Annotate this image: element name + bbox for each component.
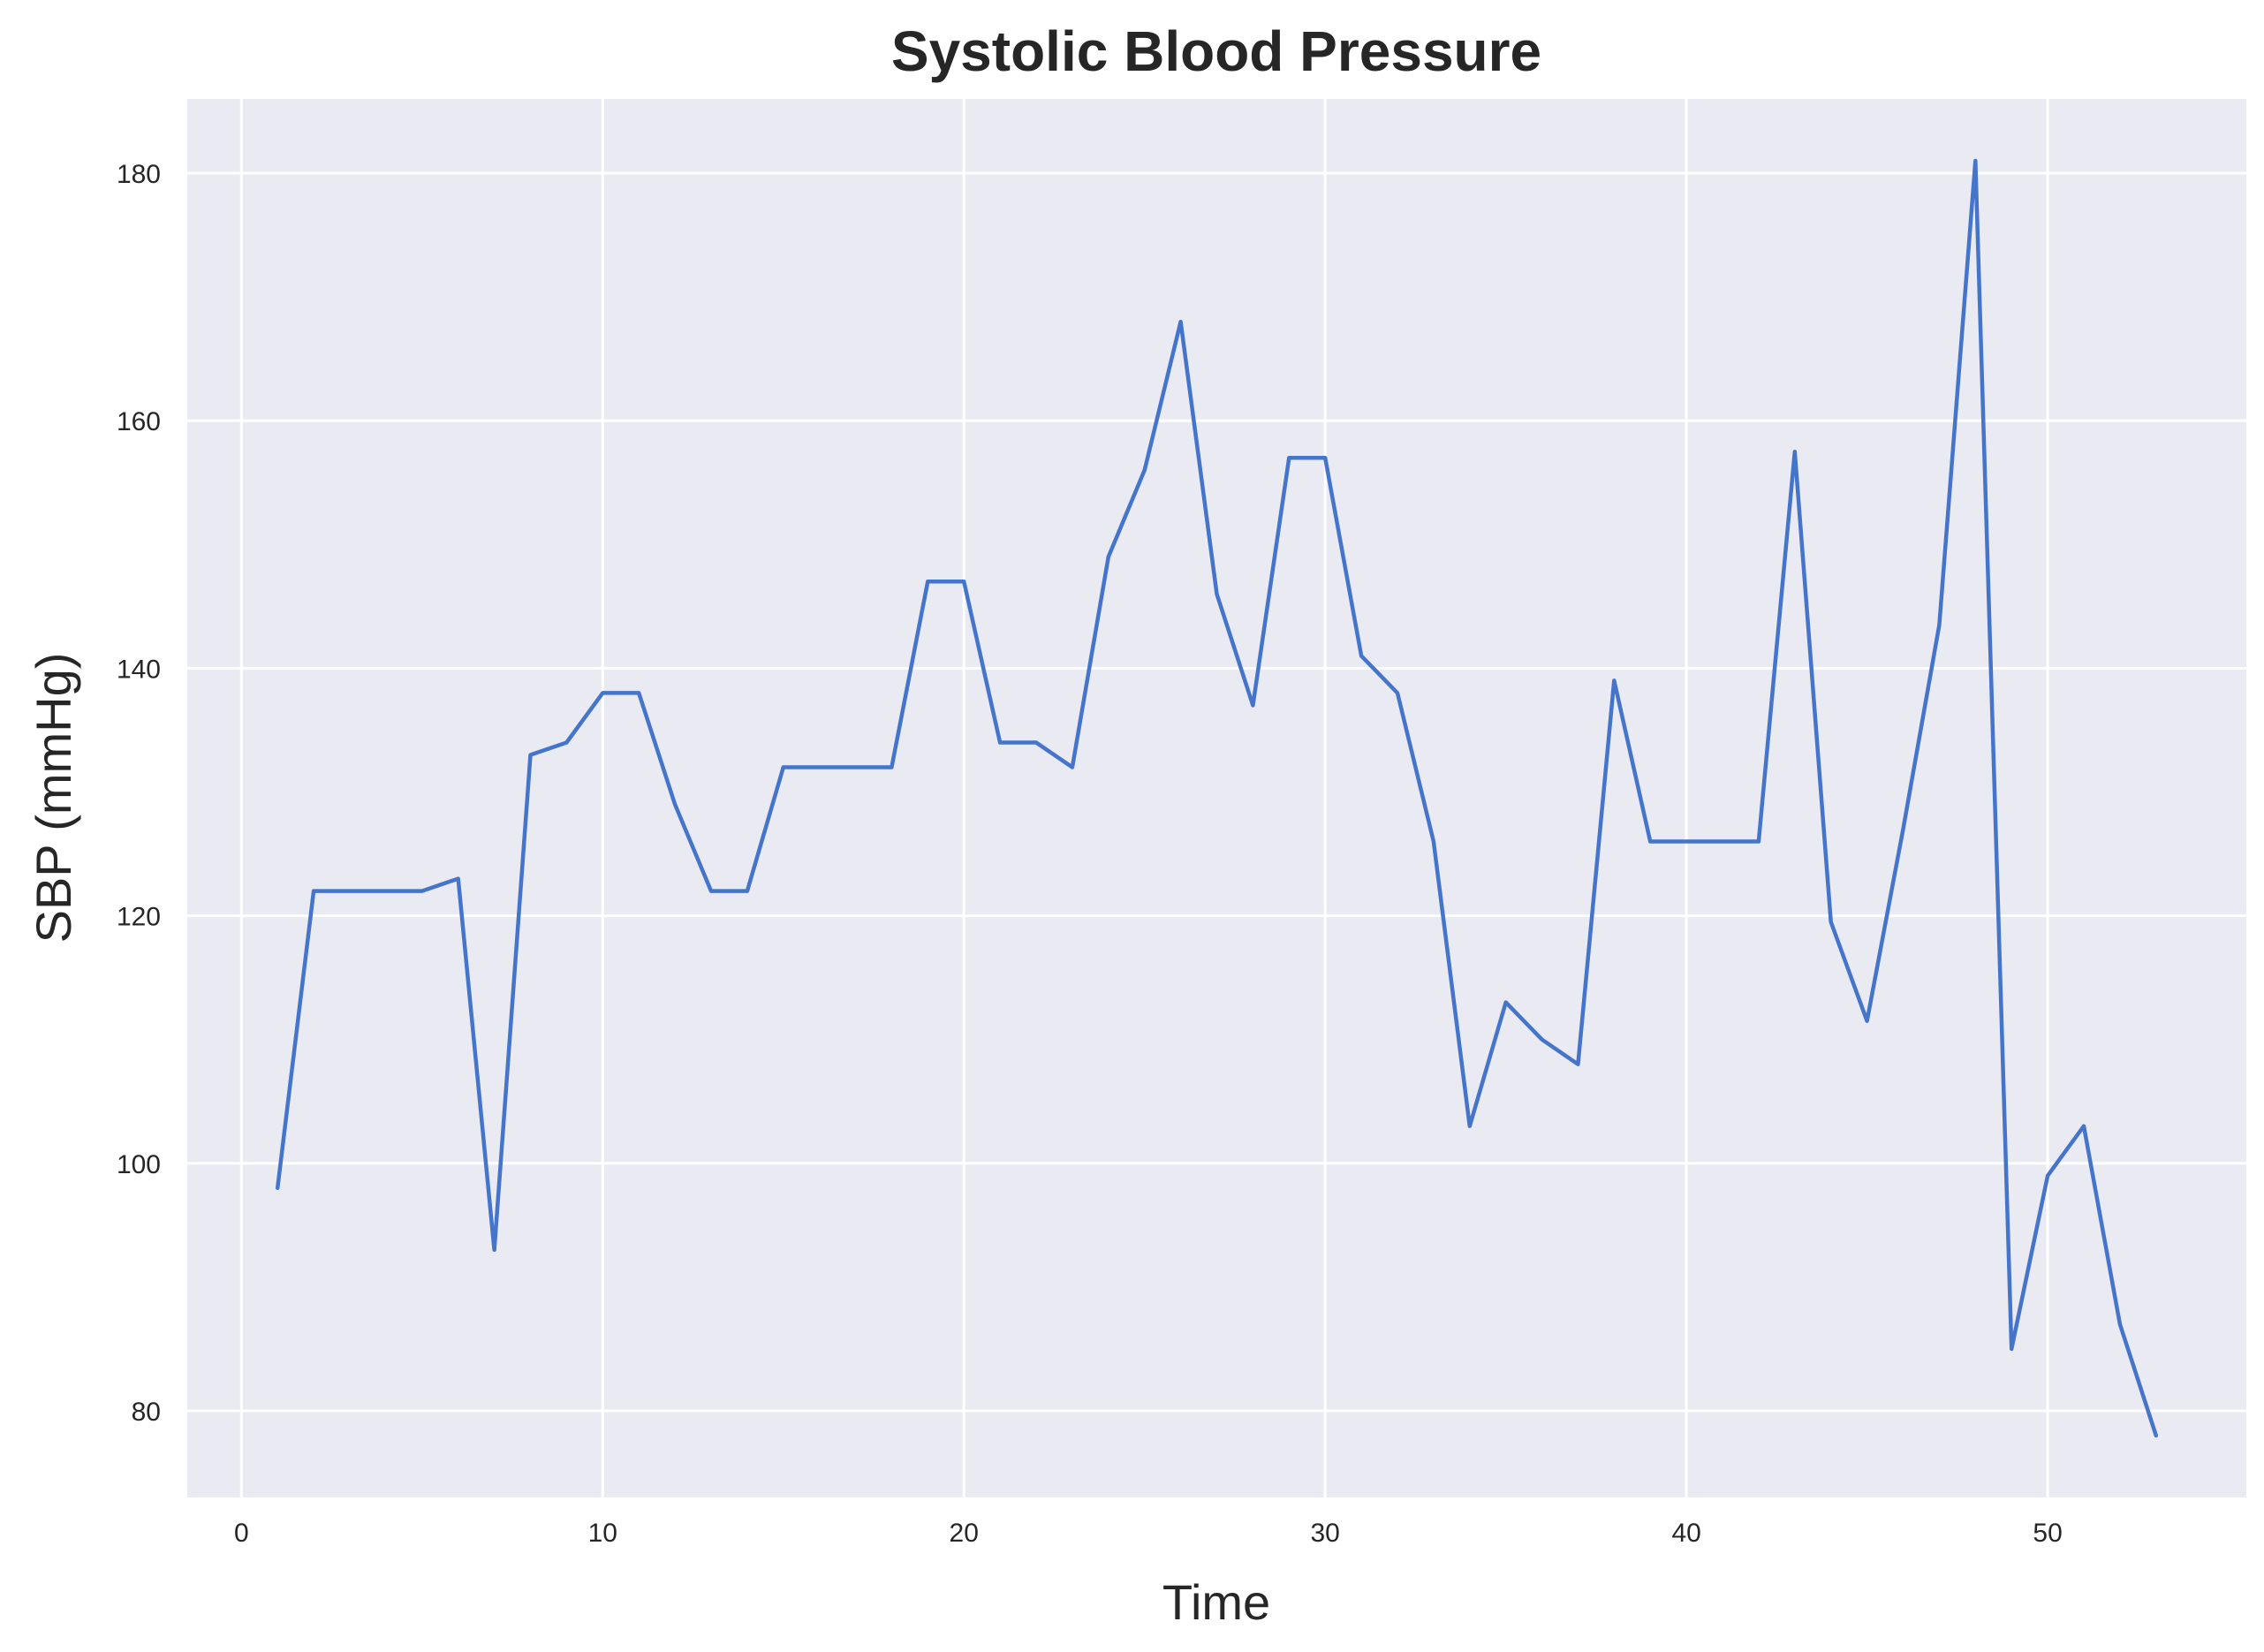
series-line-0 (275, 158, 2159, 1438)
y-tick-label: 120 (117, 903, 161, 932)
y-tick-label: 80 (132, 1398, 161, 1427)
plot-area (187, 99, 2246, 1497)
y-tick-label: 160 (117, 407, 161, 436)
y-axis-ticks: 80 100 120 140 160 180 (117, 160, 161, 1427)
y-tick-label: 100 (117, 1150, 161, 1179)
series-layer (275, 158, 2159, 1438)
y-tick-label: 180 (117, 160, 161, 189)
grid-lines (187, 99, 2246, 1497)
x-tick-label: 20 (950, 1519, 979, 1548)
x-tick-label: 40 (1671, 1519, 1700, 1548)
x-tick-label: 50 (2033, 1519, 2062, 1548)
x-axis-ticks: 0 10 20 30 40 50 (234, 1519, 2063, 1548)
y-axis-title: SBP (mmHg) (26, 653, 81, 943)
x-tick-label: 0 (234, 1519, 249, 1548)
y-tick-label: 140 (117, 655, 161, 684)
x-tick-label: 10 (588, 1519, 617, 1548)
chart-title: Systolic Blood Pressure (891, 19, 1541, 83)
x-axis-title: Time (1162, 1574, 1270, 1630)
x-tick-label: 30 (1310, 1519, 1339, 1548)
